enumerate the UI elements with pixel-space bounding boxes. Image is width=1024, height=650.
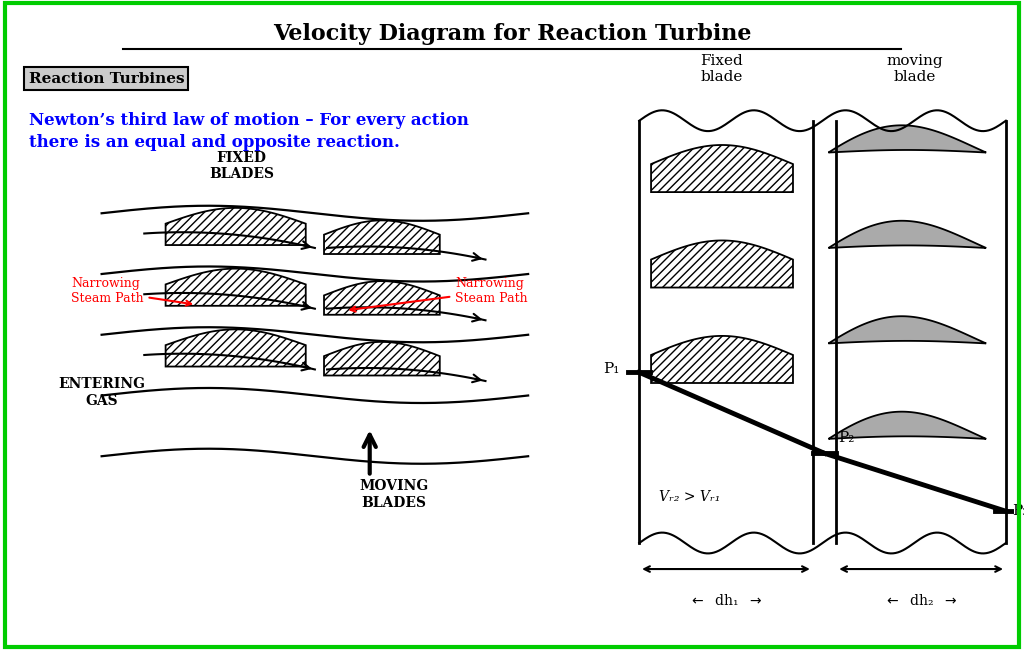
Polygon shape: [166, 208, 306, 245]
Text: Narrowing
Steam Path: Narrowing Steam Path: [350, 278, 527, 311]
Text: MOVING
BLADES: MOVING BLADES: [359, 480, 429, 510]
Polygon shape: [324, 342, 439, 376]
Polygon shape: [651, 240, 793, 287]
Text: Velocity Diagram for Reaction Turbine: Velocity Diagram for Reaction Turbine: [272, 23, 752, 45]
Text: FIXED
BLADES: FIXED BLADES: [209, 151, 274, 181]
Text: P₁: P₁: [603, 363, 620, 376]
Polygon shape: [651, 336, 793, 383]
Text: Vᵣ₂ > Vᵣ₁: Vᵣ₂ > Vᵣ₁: [659, 489, 720, 504]
Polygon shape: [828, 411, 986, 439]
Text: moving
blade: moving blade: [887, 54, 943, 84]
Text: P₃: P₃: [1012, 504, 1024, 518]
Text: $\leftarrow$  dh₁  $\rightarrow$: $\leftarrow$ dh₁ $\rightarrow$: [689, 593, 763, 608]
Polygon shape: [324, 281, 439, 315]
Text: ENTERING
GAS: ENTERING GAS: [58, 378, 145, 408]
Polygon shape: [166, 330, 306, 367]
Polygon shape: [651, 145, 793, 192]
Text: $\leftarrow$  dh₂  $\rightarrow$: $\leftarrow$ dh₂ $\rightarrow$: [885, 593, 957, 608]
Text: Narrowing
Steam Path: Narrowing Steam Path: [71, 278, 191, 306]
Polygon shape: [828, 125, 986, 153]
Text: Reaction Turbines: Reaction Turbines: [29, 72, 184, 86]
Text: Fixed
blade: Fixed blade: [700, 54, 743, 84]
Text: P₂: P₂: [839, 431, 855, 445]
Polygon shape: [828, 316, 986, 343]
Text: Newton’s third law of motion – For every action
there is an equal and opposite r: Newton’s third law of motion – For every…: [29, 112, 468, 151]
Polygon shape: [324, 220, 439, 254]
Polygon shape: [166, 268, 306, 306]
Polygon shape: [828, 221, 986, 248]
